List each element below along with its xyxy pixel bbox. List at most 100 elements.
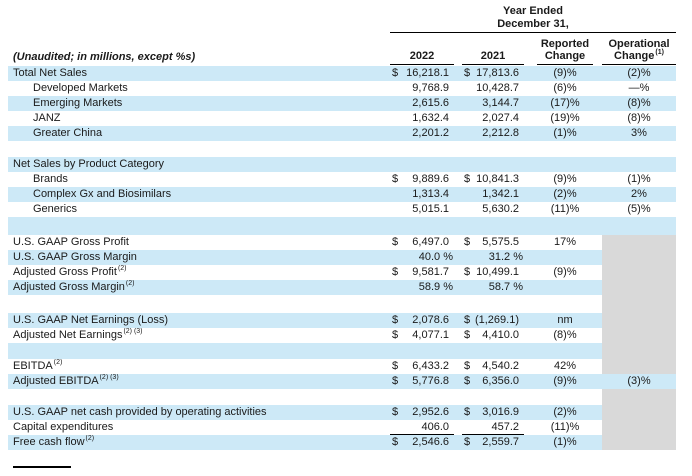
reported-change	[537, 217, 593, 235]
column-gap	[593, 141, 602, 157]
table-row: Generics 5,015.1 5,630.2 (11)% (5)%	[8, 202, 676, 217]
value-2021: $4,410.0	[462, 328, 524, 343]
column-gap	[593, 265, 602, 280]
column-gap	[593, 235, 602, 250]
dollar-sign: $	[464, 173, 471, 185]
column-gap	[593, 328, 602, 343]
value-2021	[462, 389, 524, 405]
dollar-sign: $	[464, 67, 471, 79]
dollar-sign: $	[464, 375, 471, 387]
row-label: U.S. GAAP Net Earnings (Loss)	[13, 314, 169, 326]
column-gap	[524, 435, 537, 450]
operational-change: (5)%	[627, 203, 651, 215]
value-2022: 2,201.2	[390, 126, 454, 141]
dollar-sign: $	[392, 329, 399, 341]
operational-change	[602, 280, 676, 295]
row-label: Total Net Sales	[13, 67, 87, 79]
column-gap	[593, 374, 602, 389]
reported-change	[537, 250, 593, 265]
reported-change	[537, 280, 593, 295]
table-row: U.S. GAAP Net Earnings (Loss) $2,078.6 $ (1…	[8, 313, 676, 328]
operational-change: (1)%	[627, 173, 651, 185]
column-gap	[593, 295, 602, 313]
reported-line1: Reported	[540, 38, 590, 50]
column-gap	[524, 141, 537, 157]
reported-change	[537, 343, 593, 359]
operational-change	[602, 389, 676, 405]
column-gap	[593, 389, 602, 405]
reported-change	[537, 295, 593, 313]
column-gap	[454, 435, 462, 450]
table-row: U.S. GAAP Gross Margin 40.0 % 31.2 %	[8, 250, 676, 265]
dollar-sign: $	[464, 406, 471, 418]
column-gap	[454, 187, 462, 202]
column-gap	[593, 217, 602, 235]
column-gap	[454, 111, 462, 126]
column-gap	[524, 217, 537, 235]
operational-change	[602, 217, 676, 235]
spacer-row	[8, 295, 676, 313]
operational-change: 2%	[631, 188, 647, 200]
unaudited-note: (Unaudited; in millions, except %s)	[13, 51, 196, 63]
operational-change	[602, 295, 676, 313]
table-row: Net Sales by Product Category	[8, 157, 676, 172]
table-row: Adjusted EBITDA(2) (3) $5,776.8 $6,356.0 (9…	[8, 374, 676, 389]
column-gap	[593, 187, 602, 202]
row-label: Adjusted Net Earnings(2) (3)	[13, 328, 143, 341]
column-gap	[524, 265, 537, 280]
reported-change: (9)%	[553, 266, 577, 278]
dollar-sign: $	[464, 436, 471, 448]
table-row: Emerging Markets 2,615.6 3,144.7 (17)% (8)%	[8, 96, 676, 111]
column-gap	[454, 172, 462, 187]
row-label: Adjusted EBITDA(2) (3)	[13, 374, 119, 387]
reported-change: (9)%	[553, 173, 577, 185]
footnote-ref: (2)	[53, 359, 63, 367]
dollar-sign: $	[392, 236, 399, 248]
table-row: EBITDA(2) $6,433.2 $4,540.2 42%	[8, 359, 676, 374]
table-row: Total Net Sales $16,218.1 $17,813.6 (9)% (2)…	[8, 66, 676, 81]
footnote-ref: (2)	[85, 435, 95, 443]
amount: 2,615.6	[412, 97, 449, 109]
period-header: Year Ended December 31,	[390, 5, 676, 33]
operational-change	[602, 235, 676, 250]
row-label: Greater China	[33, 127, 103, 139]
column-gap	[454, 374, 462, 389]
value-2022: 58.9 %	[390, 280, 454, 295]
column-gap	[524, 359, 537, 374]
spacer-row	[8, 343, 676, 359]
table-row: Free cash flow(2) $2,546.6 $2,559.7 (1)%	[8, 435, 676, 450]
column-gap	[593, 96, 602, 111]
value-2022: $6,497.0	[390, 235, 454, 250]
operational-change	[602, 343, 676, 359]
value-2022: 1,313.4	[390, 187, 454, 202]
value-2021: 1,342.1	[462, 187, 524, 202]
footnote-ref: (2)	[125, 280, 135, 288]
column-gap	[593, 126, 602, 141]
reported-change	[537, 141, 593, 157]
footnote-ref: (1)	[655, 49, 664, 57]
reported-change: (2)%	[553, 188, 577, 200]
value-2021	[462, 343, 524, 359]
column-gap	[593, 172, 602, 187]
amount: 4,540.2	[482, 360, 519, 372]
column-gap	[593, 435, 602, 450]
amount: 10,841.3	[476, 173, 519, 185]
column-gap	[524, 111, 537, 126]
value-2021	[462, 217, 524, 235]
table-row: Developed Markets 9,768.9 10,428.7 (6)% —%	[8, 81, 676, 96]
column-gap	[454, 280, 462, 295]
reported-change	[537, 157, 593, 172]
value-2022: $4,077.1	[390, 328, 454, 343]
column-gap	[593, 250, 602, 265]
column-gap	[524, 187, 537, 202]
operational-change	[602, 405, 676, 420]
reported-change: (2)%	[553, 406, 577, 418]
column-gap	[524, 420, 537, 435]
value-2022	[390, 295, 454, 313]
amount: 406.0	[421, 421, 449, 433]
table-row: Adjusted Net Earnings(2) (3) $4,077.1 $4,4…	[8, 328, 676, 343]
amount: 2,027.4	[482, 112, 519, 124]
row-label: Emerging Markets	[33, 97, 123, 109]
column-header-reported-change: Reported Change	[537, 38, 593, 65]
